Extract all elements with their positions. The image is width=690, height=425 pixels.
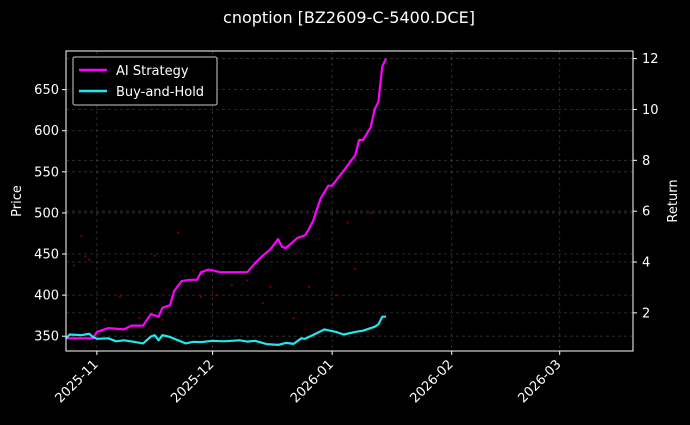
grid-layer <box>66 51 633 351</box>
y2-tick-label: 6 <box>642 205 650 220</box>
y2-tick-label: 12 <box>642 52 659 67</box>
y2-tick-label: 10 <box>642 103 659 118</box>
price-point <box>72 264 75 267</box>
price-point <box>153 254 156 257</box>
y-tick-label: 400 <box>34 289 59 304</box>
legend-label-buy-and-hold: Buy-and-Hold <box>116 85 204 100</box>
price-point <box>176 231 179 234</box>
legend-label-ai-strategy: AI Strategy <box>116 64 189 79</box>
y2-axis-label: Return <box>666 179 681 222</box>
chart-title: cnoption [BZ2609-C-5400.DCE] <box>223 8 475 27</box>
series-line-buy-and-hold <box>65 315 387 346</box>
price-point <box>103 318 106 321</box>
y2-tick-label: 4 <box>642 256 650 271</box>
legend: AI Strategy Buy-and-Hold <box>72 56 218 106</box>
price-point <box>230 284 233 287</box>
price-point <box>307 285 311 288</box>
price-point <box>138 317 141 320</box>
price-point <box>118 295 122 298</box>
price-point <box>84 255 87 258</box>
y2-tick-label: 8 <box>642 154 650 169</box>
y-tick-label: 550 <box>34 165 59 180</box>
series-line-ai-strategy <box>66 58 388 340</box>
price-point <box>292 317 295 320</box>
y-tick-label: 350 <box>34 330 59 345</box>
y-tick-label: 600 <box>34 124 59 139</box>
price-point <box>369 211 372 215</box>
price-point <box>192 269 195 272</box>
plot-frame <box>65 50 634 352</box>
price-point <box>269 285 272 288</box>
y-tick-label: 500 <box>34 206 59 221</box>
y-tick-label: 650 <box>34 83 59 98</box>
series-layer <box>65 58 388 346</box>
price-point <box>95 302 98 305</box>
y-tick-label: 450 <box>34 248 59 263</box>
price-point <box>334 294 338 297</box>
price-point <box>261 302 264 305</box>
price-point <box>88 258 91 261</box>
price-point <box>354 267 357 270</box>
price-point <box>246 279 249 282</box>
price-point <box>199 295 203 298</box>
price-point <box>215 294 218 297</box>
price-point <box>346 221 349 224</box>
y2-tick-label: 2 <box>642 306 650 321</box>
legend-box <box>72 56 218 106</box>
y-axis-label: Price <box>10 185 25 217</box>
price-scatter-layer <box>72 211 372 321</box>
price-point <box>80 234 83 238</box>
price-point <box>161 318 164 321</box>
